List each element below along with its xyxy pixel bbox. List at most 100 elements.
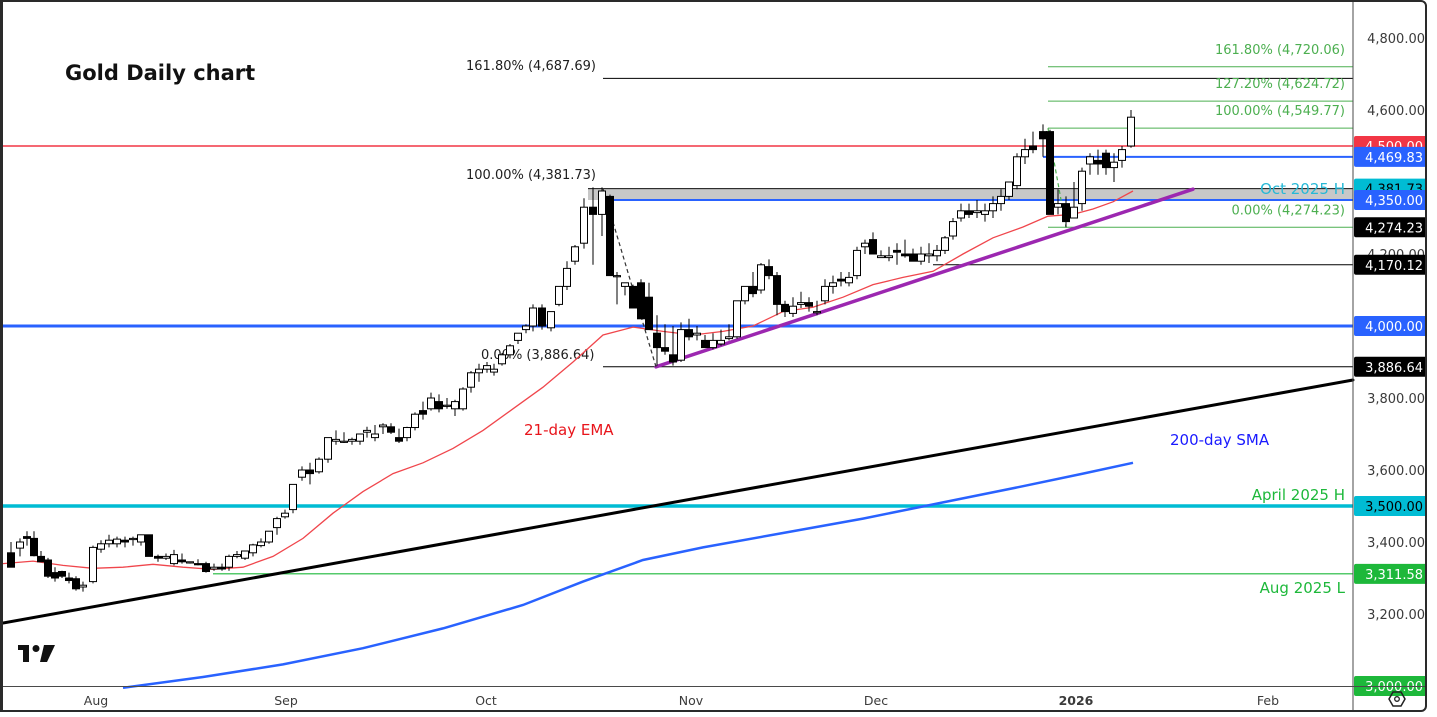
candle bbox=[637, 279, 645, 320]
candle bbox=[555, 285, 563, 307]
candle bbox=[129, 536, 137, 546]
candle bbox=[202, 561, 210, 573]
price-tick: 3,600.00 bbox=[1367, 464, 1425, 479]
candle bbox=[917, 246, 925, 265]
candle bbox=[459, 387, 467, 411]
time-tick-2026: 2026 bbox=[1059, 693, 1094, 708]
fib-old-label: 161.80% (4,687.69) bbox=[466, 59, 596, 74]
long-term-uptrend-line bbox=[3, 378, 1355, 625]
candle bbox=[741, 285, 749, 305]
candle bbox=[606, 194, 614, 277]
candle bbox=[79, 581, 87, 592]
svg-text:3,000.00: 3,000.00 bbox=[1365, 680, 1423, 695]
svg-text:3,500.00: 3,500.00 bbox=[1365, 500, 1423, 515]
candle bbox=[1078, 167, 1086, 211]
candle bbox=[97, 540, 105, 553]
candle bbox=[773, 272, 781, 316]
annotation-april-2025-h: April 2025 H bbox=[1252, 486, 1345, 504]
candle bbox=[1086, 153, 1094, 175]
candle bbox=[506, 344, 514, 359]
candle bbox=[306, 462, 314, 485]
candle bbox=[933, 245, 941, 262]
fib-new-label: 161.80% (4,720.06) bbox=[1215, 43, 1345, 58]
price-tick: 3,800.00 bbox=[1367, 392, 1425, 407]
candle bbox=[765, 259, 773, 280]
candle bbox=[685, 318, 693, 341]
candle bbox=[210, 563, 218, 571]
candle bbox=[58, 570, 66, 578]
candle bbox=[909, 248, 917, 262]
annotation-21-day-ema: 21-day EMA bbox=[524, 421, 614, 439]
candle bbox=[1062, 196, 1070, 228]
tradingview-logo[interactable] bbox=[18, 645, 55, 662]
time-tick-oct: Oct bbox=[475, 693, 497, 708]
price-tick: 4,800.00 bbox=[1367, 32, 1425, 47]
candle bbox=[89, 545, 97, 584]
candle bbox=[273, 516, 281, 535]
candle bbox=[1094, 149, 1102, 175]
candle bbox=[563, 261, 571, 290]
candle bbox=[194, 559, 202, 566]
candle bbox=[869, 232, 877, 255]
price-tag: 4,170.12 bbox=[1354, 254, 1425, 275]
candle bbox=[257, 538, 265, 548]
candle bbox=[1021, 138, 1029, 164]
fib-old-label: 100.00% (4,381.73) bbox=[466, 168, 596, 183]
price-tag: 3,500.00 bbox=[1354, 496, 1425, 516]
candle bbox=[23, 531, 31, 546]
candle bbox=[241, 550, 249, 560]
candle bbox=[249, 543, 257, 557]
candle bbox=[498, 353, 506, 366]
candle bbox=[749, 272, 757, 298]
candle bbox=[145, 534, 153, 557]
candle bbox=[547, 311, 555, 332]
candle bbox=[1054, 189, 1062, 215]
candle bbox=[387, 423, 395, 434]
trendlines bbox=[3, 187, 1355, 625]
candle bbox=[701, 335, 709, 349]
candle bbox=[218, 563, 226, 571]
candle bbox=[16, 538, 24, 557]
candle bbox=[483, 362, 491, 373]
candle bbox=[925, 243, 933, 263]
candle bbox=[475, 363, 483, 382]
price-tick: 4,600.00 bbox=[1367, 104, 1425, 119]
candle bbox=[298, 466, 306, 481]
candle bbox=[289, 483, 297, 514]
hexagon-gear-icon[interactable] bbox=[1388, 691, 1406, 707]
svg-text:4,170.12: 4,170.12 bbox=[1365, 259, 1423, 274]
candle bbox=[629, 284, 637, 309]
candle bbox=[877, 250, 885, 259]
candle bbox=[467, 371, 475, 393]
svg-text:4,469.83: 4,469.83 bbox=[1365, 151, 1423, 166]
time-axis[interactable]: Aug Sep Oct Nov Dec 2026 Feb bbox=[3, 686, 1427, 709]
candle bbox=[419, 401, 427, 420]
price-tick: 3,200.00 bbox=[1367, 608, 1425, 623]
svg-text:3,886.64: 3,886.64 bbox=[1365, 361, 1423, 376]
candle bbox=[949, 218, 957, 240]
candle bbox=[154, 554, 162, 562]
candle bbox=[1039, 124, 1047, 157]
chart-canvas[interactable]: 161.80% (4,687.69) 100.00% (4,381.73) 0.00… bbox=[3, 2, 1427, 712]
candle bbox=[571, 245, 579, 265]
time-tick-sep: Sep bbox=[274, 693, 298, 708]
price-tag: 4,350.00 bbox=[1354, 190, 1425, 210]
chart-title: Gold Daily chart bbox=[65, 61, 255, 85]
candle bbox=[829, 275, 837, 294]
candle bbox=[137, 534, 145, 546]
candle bbox=[395, 428, 403, 443]
fib-swing-lines bbox=[602, 127, 1067, 367]
candle bbox=[677, 322, 685, 362]
candle bbox=[514, 332, 522, 344]
price-axis[interactable]: 4,800.004,600.004,200.003,800.003,600.00… bbox=[1352, 2, 1427, 712]
candle bbox=[813, 300, 821, 316]
candle bbox=[7, 542, 15, 568]
candle bbox=[538, 304, 546, 330]
candle bbox=[989, 196, 997, 218]
candle bbox=[598, 187, 606, 236]
candle bbox=[363, 426, 371, 438]
candle bbox=[379, 423, 387, 434]
candle bbox=[885, 246, 893, 262]
candle bbox=[733, 300, 741, 339]
